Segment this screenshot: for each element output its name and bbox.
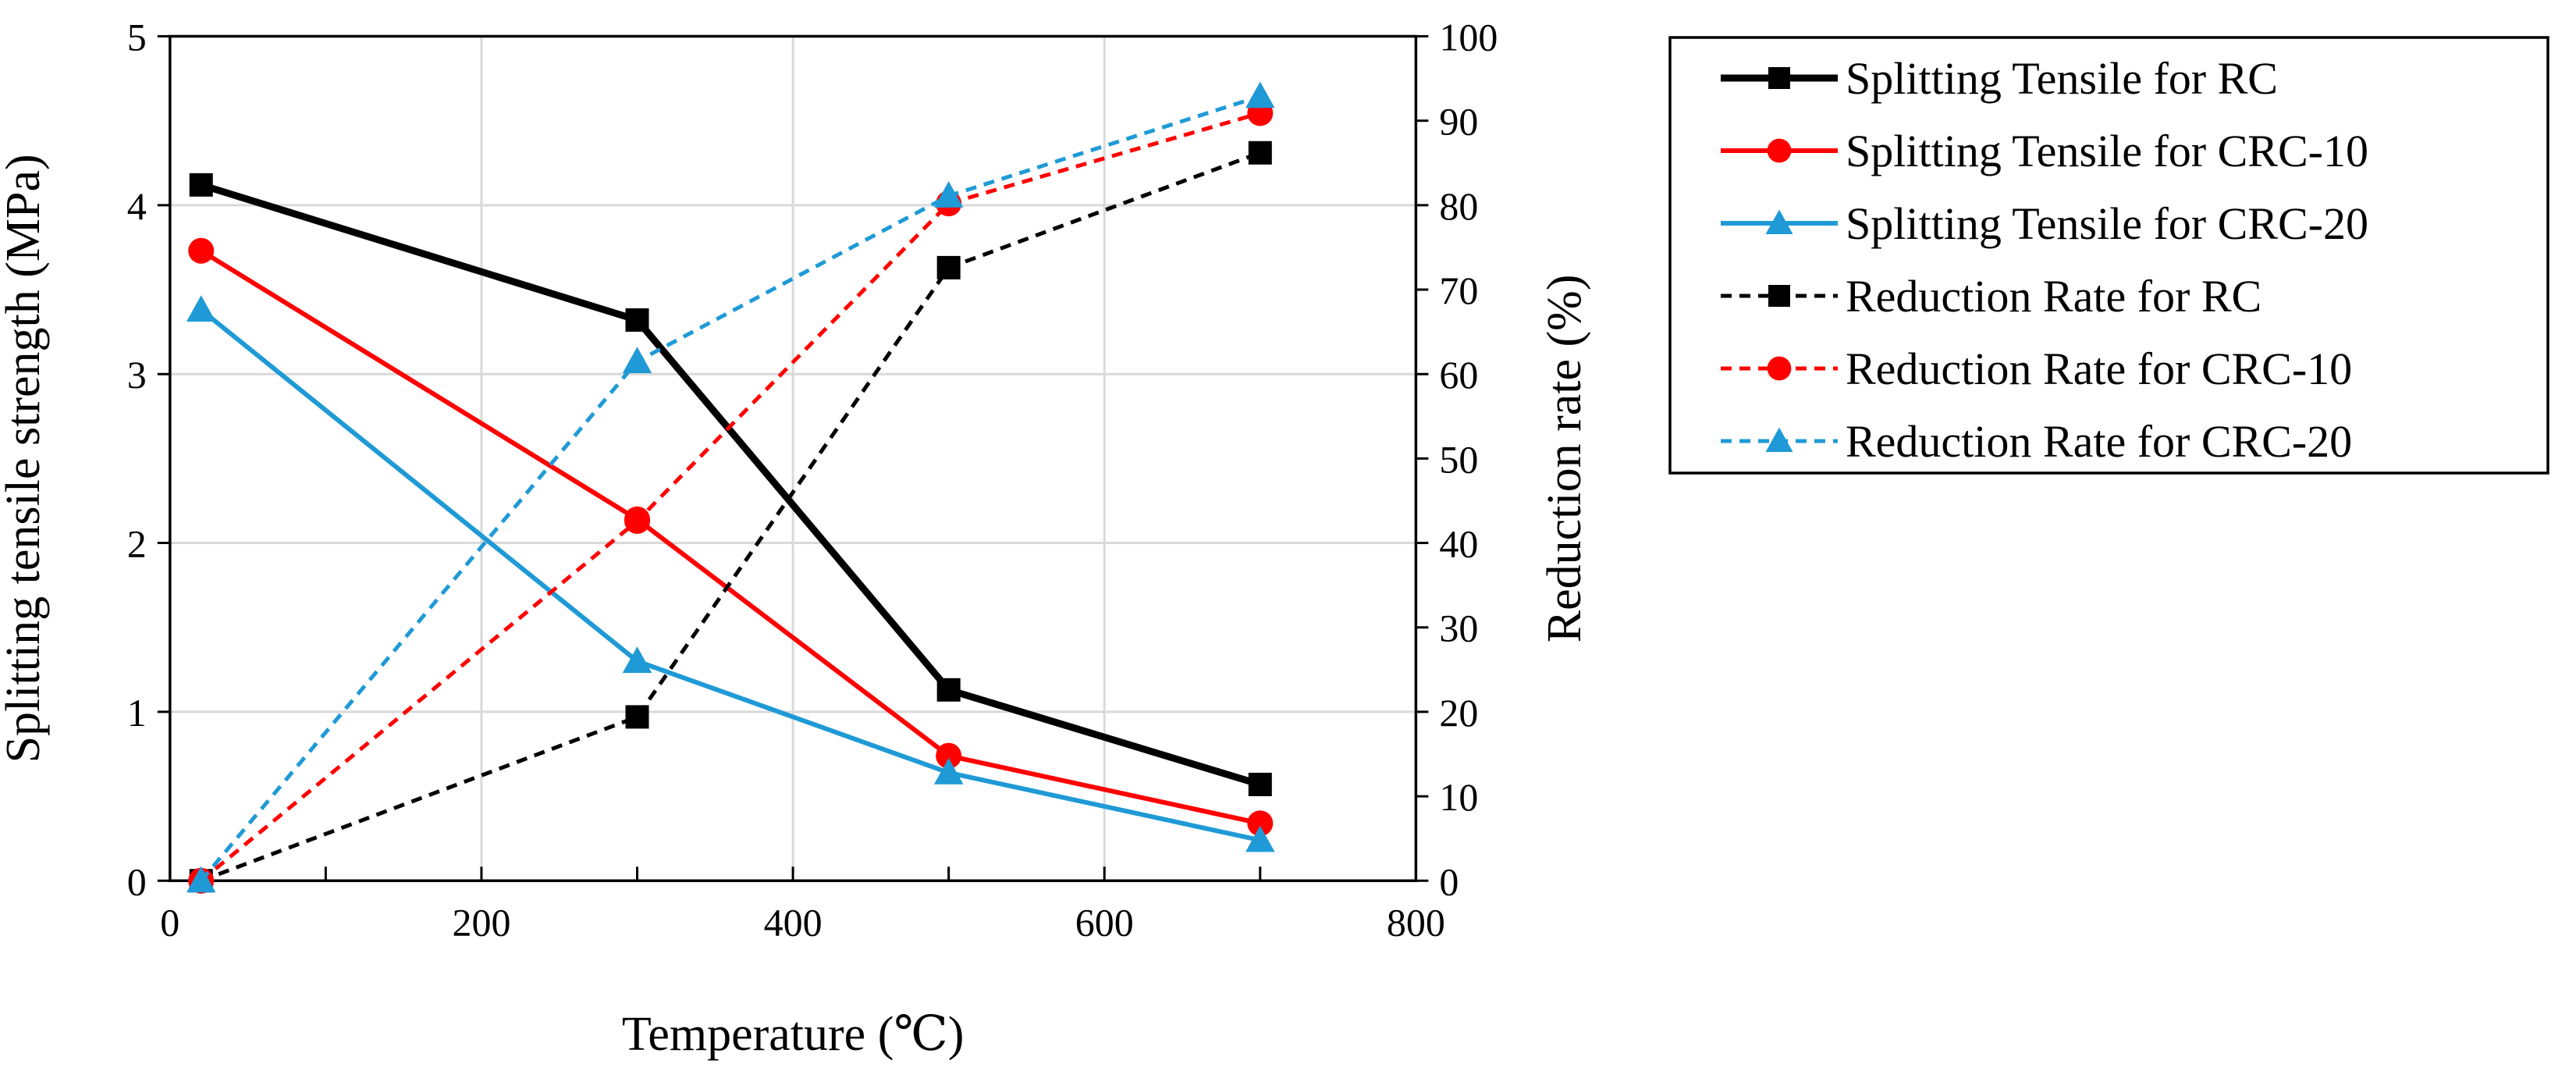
data-point xyxy=(936,255,961,279)
y2-tick-label: 30 xyxy=(1439,607,1478,650)
data-point xyxy=(622,646,652,673)
axis-layer: 0 200 400 600 800012345010203040506070809010… xyxy=(127,15,1498,944)
x-axis-title: Temperature (℃) xyxy=(622,1008,965,1061)
x-tick-label: 0 xyxy=(160,900,179,944)
series-line xyxy=(199,308,1261,843)
series-line xyxy=(199,94,1261,882)
data-point xyxy=(1245,81,1275,109)
data-point xyxy=(936,742,962,769)
legend-item: Reduction Rate for CRC-20 xyxy=(1721,416,2352,467)
y-tick-label: 5 xyxy=(127,15,147,59)
label-layer: Temperature (℃) Splitting tensile streng… xyxy=(0,154,1591,1061)
legend-item: Splitting Tensile for CRC-20 xyxy=(1721,198,2368,249)
legend-marker xyxy=(1765,427,1793,452)
series-6 xyxy=(186,81,1275,893)
legend-label: Reduction Rate for RC xyxy=(1846,271,2262,322)
series-line xyxy=(200,111,1261,883)
y2-tick-label: 60 xyxy=(1439,353,1478,397)
series-3 xyxy=(186,295,1275,852)
data-point xyxy=(186,295,216,322)
y2-tick-label: 0 xyxy=(1439,859,1459,903)
data-point xyxy=(625,705,649,729)
data-point xyxy=(1247,810,1274,837)
series-2 xyxy=(188,237,1274,837)
legend-item: Reduction Rate for CRC-10 xyxy=(1721,343,2352,394)
y-tick-label: 1 xyxy=(127,691,147,735)
legend-box xyxy=(1668,36,2549,475)
x-tick-label: 600 xyxy=(1075,900,1134,944)
data-point xyxy=(933,758,964,785)
legend-label: Reduction Rate for CRC-10 xyxy=(1846,343,2352,394)
data-point xyxy=(624,507,651,534)
data-point xyxy=(936,678,961,702)
legend-marker xyxy=(1767,356,1792,381)
y-tick-label: 2 xyxy=(127,522,147,566)
y2-tick-label: 50 xyxy=(1439,437,1478,481)
y2-tick-label: 20 xyxy=(1439,691,1478,735)
series-line xyxy=(200,181,1262,788)
y2-tick-label: 40 xyxy=(1439,522,1478,566)
legend-label: Splitting Tensile for CRC-10 xyxy=(1846,126,2368,176)
series-1 xyxy=(189,173,1272,796)
data-point xyxy=(622,347,652,373)
x-tick-label: 400 xyxy=(764,900,823,944)
series-line xyxy=(200,151,1261,883)
legend-item: Reduction Rate for RC xyxy=(1721,271,2262,322)
y-tick-label: 3 xyxy=(127,353,147,397)
legend-marker xyxy=(1768,285,1790,307)
y2-tick-label: 90 xyxy=(1439,100,1478,144)
grid-layer xyxy=(169,36,1416,881)
legend: Splitting Tensile for RC Splitting Tensil… xyxy=(1668,36,2549,475)
legend-marker xyxy=(1765,209,1793,234)
y2-axis-title: Reduction rate (%) xyxy=(1538,275,1591,643)
legend-label: Reduction Rate for CRC-20 xyxy=(1846,416,2352,467)
data-point xyxy=(188,237,215,264)
data-point xyxy=(933,181,964,208)
data-point xyxy=(1245,825,1275,852)
y2-tick-label: 10 xyxy=(1439,775,1478,819)
legend-label: Splitting Tensile for CRC-20 xyxy=(1846,198,2368,249)
data-point xyxy=(189,173,213,197)
data-point xyxy=(1248,141,1272,165)
x-tick-label: 200 xyxy=(452,900,510,944)
series-4 xyxy=(189,141,1272,893)
x-tick-label: 800 xyxy=(1387,900,1445,944)
data-point xyxy=(186,866,216,893)
series-5 xyxy=(188,100,1274,894)
series-layer xyxy=(186,81,1275,894)
legend-marker xyxy=(1768,67,1790,89)
y2-tick-label: 80 xyxy=(1439,184,1478,228)
y-axis-title: Splitting tensile strength (MPa) xyxy=(0,154,50,763)
legend-item: Splitting Tensile for CRC-10 xyxy=(1721,126,2368,176)
data-point xyxy=(625,308,649,332)
y-tick-label: 4 xyxy=(127,184,147,228)
data-point xyxy=(1248,772,1272,796)
legend-marker xyxy=(1767,138,1792,163)
y2-tick-label: 100 xyxy=(1439,15,1498,59)
y2-tick-label: 70 xyxy=(1439,269,1478,312)
legend-item: Splitting Tensile for RC xyxy=(1721,53,2278,104)
series-line xyxy=(200,248,1261,826)
y-tick-label: 0 xyxy=(127,859,147,903)
legend-label: Splitting Tensile for RC xyxy=(1846,53,2278,104)
